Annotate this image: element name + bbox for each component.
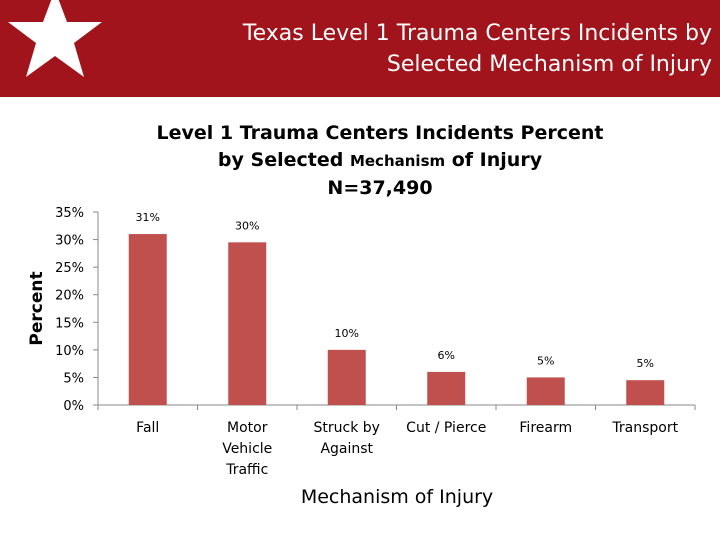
data-label-2: 10% xyxy=(335,327,359,340)
data-label-5: 5% xyxy=(637,357,654,370)
x-tick-label-3: Cut / Pierce xyxy=(406,420,486,436)
y-tick-label: 0% xyxy=(63,399,84,414)
data-label-1: 30% xyxy=(235,219,259,232)
star-icon xyxy=(8,0,102,77)
x-tick-label-4: Firearm xyxy=(519,420,572,436)
bar-2 xyxy=(327,349,366,405)
data-label-3: 6% xyxy=(438,349,455,362)
chart-title-part-3: of Injury xyxy=(451,149,543,171)
page-title-line-1: Texas Level 1 Trauma Centers Incidents b… xyxy=(242,21,712,46)
chart-title-part-2: Mechanism xyxy=(349,152,446,170)
bar-4 xyxy=(526,377,565,405)
x-tick-label-1: Vehicle xyxy=(222,441,272,457)
data-label-0: 31% xyxy=(136,211,160,224)
x-tick-label-1: Traffic xyxy=(225,462,268,478)
x-axis-label: Mechanism of Injury xyxy=(301,486,493,508)
bar-3 xyxy=(427,371,466,405)
y-tick-label: 10% xyxy=(55,344,84,359)
x-tick-label-2: Struck by xyxy=(314,420,380,436)
bar-5 xyxy=(626,380,665,405)
x-tick-label-0: Fall xyxy=(136,420,159,436)
chart-title-line-3: N=37,490 xyxy=(327,177,433,199)
y-tick-label: 20% xyxy=(55,289,84,304)
x-tick-label-5: Transport xyxy=(611,420,678,436)
y-tick-label: 30% xyxy=(55,234,84,249)
y-tick-label: 35% xyxy=(55,206,84,221)
y-tick-label: 25% xyxy=(55,261,84,276)
y-axis-label: Percent xyxy=(27,271,47,345)
x-tick-label-2: Against xyxy=(320,441,373,457)
bar-1 xyxy=(228,242,267,405)
y-tick-label: 15% xyxy=(55,316,84,331)
header-banner: Texas Level 1 Trauma Centers Incidents b… xyxy=(0,0,720,97)
bar-0 xyxy=(128,234,167,405)
page-title: Texas Level 1 Trauma Centers Incidents b… xyxy=(152,18,712,80)
x-tick-label-1: Motor xyxy=(227,420,268,436)
y-tick-label: 5% xyxy=(63,371,84,386)
chart-title-line-1: Level 1 Trauma Centers Incidents Percent xyxy=(156,122,604,144)
chart-title: Level 1 Trauma Centers Incidents Percent… xyxy=(100,120,660,202)
chart-title-line-2: by Selected Mechanism of Injury xyxy=(100,147,660,175)
data-label-4: 5% xyxy=(537,354,554,367)
page-title-line-2: Selected Mechanism of Injury xyxy=(386,52,712,77)
chart-title-part-1: by Selected xyxy=(217,149,344,171)
